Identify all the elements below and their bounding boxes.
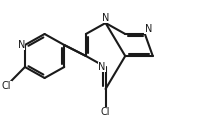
Text: Cl: Cl bbox=[101, 107, 110, 117]
Text: Cl: Cl bbox=[2, 81, 11, 91]
Text: N: N bbox=[98, 62, 106, 72]
Text: N: N bbox=[102, 13, 109, 23]
Text: N: N bbox=[145, 24, 152, 34]
Text: N: N bbox=[18, 40, 25, 50]
